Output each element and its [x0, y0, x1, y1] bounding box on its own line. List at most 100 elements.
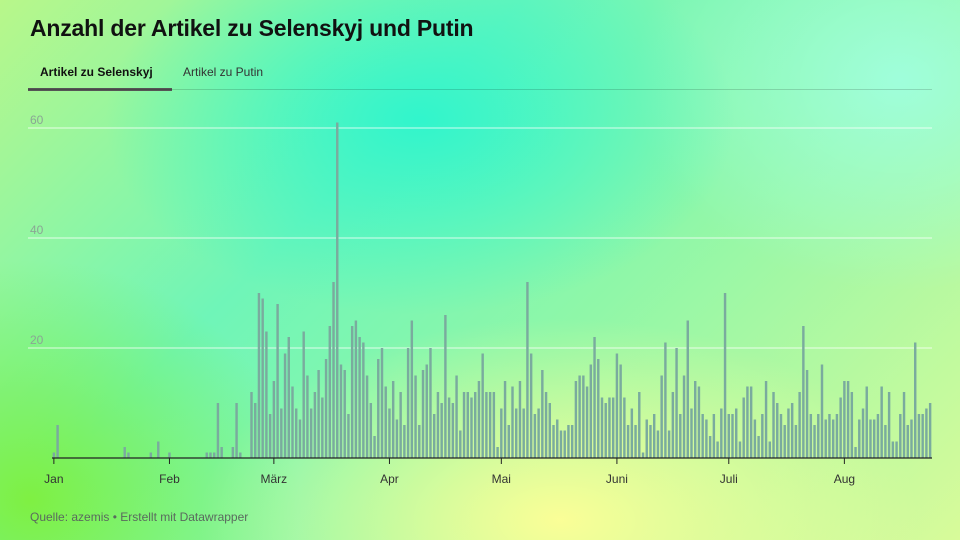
bar: [410, 320, 414, 458]
bar: [675, 348, 678, 458]
bar: [708, 436, 712, 458]
bar: [861, 408, 865, 458]
bar: [820, 364, 824, 458]
bar: [671, 392, 675, 458]
bar: [265, 331, 268, 458]
bar: [753, 419, 757, 458]
bar: [343, 370, 346, 458]
tab-selenskyj[interactable]: Artikel zu Selenskyj: [40, 65, 153, 79]
tab-putin[interactable]: Artikel zu Putin: [183, 65, 264, 79]
x-tick-label: Feb: [159, 472, 180, 486]
bar: [623, 397, 626, 458]
bar: [276, 304, 279, 458]
bar: [809, 414, 813, 458]
bar: [705, 419, 708, 458]
bar: [421, 370, 425, 458]
bar: [149, 452, 153, 458]
bar: [332, 282, 335, 458]
bar: [391, 381, 395, 458]
bar: [515, 408, 518, 458]
bar: [783, 425, 786, 458]
bar: [884, 425, 887, 458]
bar: [306, 375, 309, 458]
bar: [522, 408, 525, 458]
bar: [388, 408, 391, 458]
bar: [649, 425, 652, 458]
bar: [615, 353, 619, 458]
bar: [313, 392, 317, 458]
y-tick-label: 60: [30, 113, 44, 127]
bar: [790, 403, 794, 458]
bar: [336, 122, 339, 458]
bar: [761, 414, 764, 458]
bar: [735, 408, 738, 458]
bar: [865, 386, 868, 458]
x-tick-label: Juli: [720, 472, 738, 486]
tab-divider: [28, 89, 932, 90]
bar: [891, 441, 895, 458]
bar: [764, 381, 768, 458]
bar: [257, 293, 261, 458]
bar: [638, 392, 641, 458]
bar: [350, 326, 354, 458]
bar: [652, 414, 656, 458]
bar: [477, 381, 481, 458]
bar: [694, 381, 697, 458]
bar: [779, 414, 783, 458]
active-tab-indicator: [28, 88, 172, 91]
bar: [641, 452, 645, 458]
bar: [347, 414, 350, 458]
bar: [403, 425, 406, 458]
bar: [328, 326, 332, 458]
bar: [656, 430, 660, 458]
bar: [727, 414, 730, 458]
bar: [250, 392, 253, 458]
bar: [354, 320, 358, 458]
bar: [846, 381, 850, 458]
bars: [52, 122, 932, 458]
bar: [168, 452, 171, 458]
bar: [723, 293, 727, 458]
bar: [518, 381, 522, 458]
bar: [254, 403, 257, 458]
bar: [455, 375, 458, 458]
tab-bar: Artikel zu Selenskyj Artikel zu Putin: [28, 56, 932, 91]
bar: [835, 414, 839, 458]
bar: [582, 375, 585, 458]
bar: [287, 337, 290, 458]
bar: [854, 447, 857, 458]
bar: [317, 370, 320, 458]
bar: [817, 414, 820, 458]
bar: [578, 375, 581, 458]
bar: [679, 414, 682, 458]
bar: [220, 447, 223, 458]
bar: [481, 353, 484, 458]
bar: [869, 419, 872, 458]
bar: [470, 397, 473, 458]
bar: [280, 408, 283, 458]
bar: [212, 452, 216, 458]
bar: [701, 414, 704, 458]
bar: [742, 397, 745, 458]
bar: [526, 282, 529, 458]
bar: [474, 392, 477, 458]
bar: [380, 348, 384, 458]
bar: [899, 414, 902, 458]
y-tick-label: 20: [30, 333, 44, 347]
bar: [563, 430, 566, 458]
bar: [127, 452, 130, 458]
bar: [377, 359, 380, 458]
bar: [309, 408, 313, 458]
bar: [216, 403, 220, 458]
bar: [749, 386, 753, 458]
bar: [459, 430, 462, 458]
x-tick-label: Jan: [44, 472, 63, 486]
bar: [914, 342, 917, 458]
bar: [272, 381, 276, 458]
bar: [209, 452, 212, 458]
bar: [831, 419, 835, 458]
bar: [488, 392, 492, 458]
bar: [839, 397, 842, 458]
bar: [429, 348, 432, 458]
bar: [686, 320, 689, 458]
